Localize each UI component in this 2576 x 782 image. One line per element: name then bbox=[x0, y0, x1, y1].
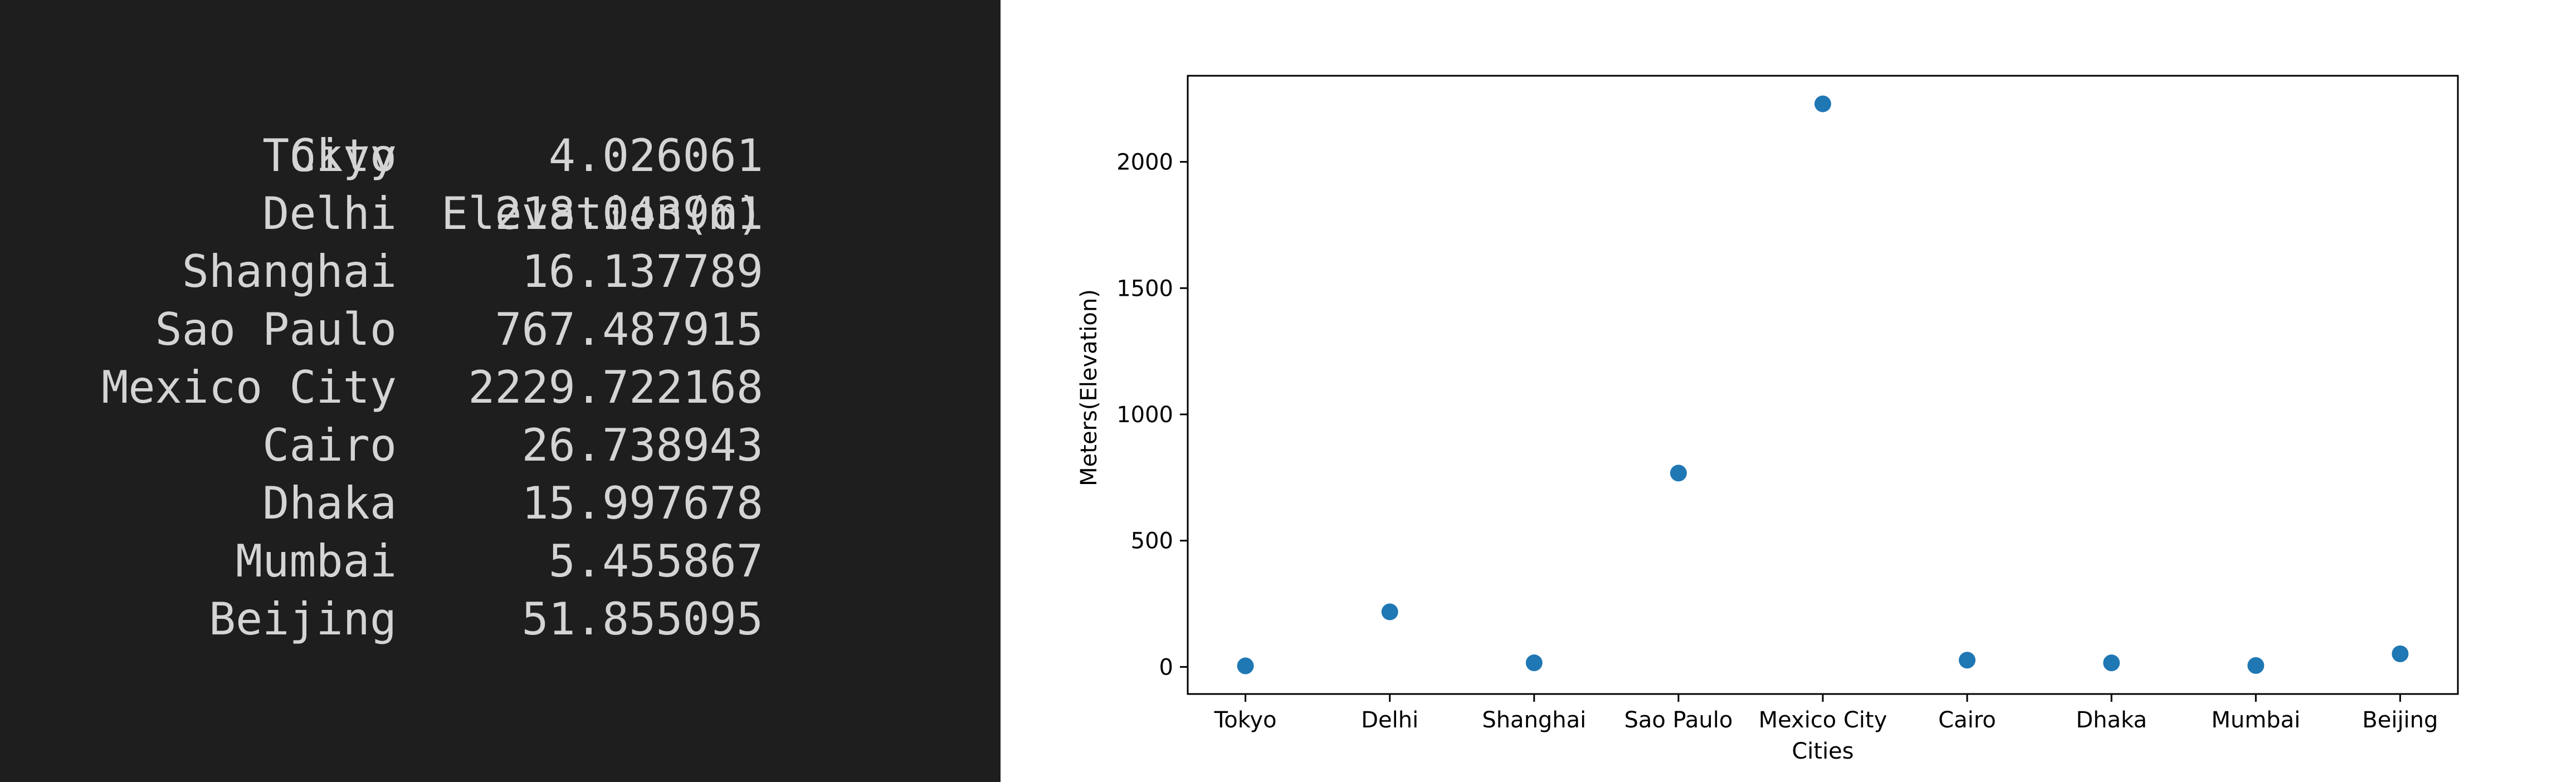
table-row: Cairo 26.738943 bbox=[0, 417, 763, 475]
header-elevation: Elevation(m) bbox=[441, 188, 763, 240]
table-cell-city: Beijing bbox=[208, 593, 397, 645]
y-axis-label: Meters(Elevation) bbox=[1076, 289, 1102, 486]
y-tick-label: 500 bbox=[1131, 529, 1173, 554]
data-point bbox=[1814, 95, 1831, 113]
y-tick-label: 1000 bbox=[1116, 402, 1173, 428]
x-tick-label: Dhaka bbox=[2076, 707, 2147, 733]
table-cell-elevation: 15.997678 bbox=[521, 477, 763, 529]
table-header-row: City Elevation(m) bbox=[0, 69, 763, 240]
table-row: Beijing 51.855095 bbox=[0, 590, 763, 648]
x-tick-label: Shanghai bbox=[1482, 707, 1586, 733]
table-cell-city: Delhi bbox=[262, 188, 397, 240]
y-tick-label: 0 bbox=[1159, 654, 1173, 680]
x-tick-label: Tokyo bbox=[1214, 707, 1277, 733]
y-axis-ticks: 0 500 1000 1500 2000 bbox=[1116, 150, 1188, 680]
table-cell-elevation: 26.738943 bbox=[521, 419, 763, 471]
table-cell-elevation: 767.487915 bbox=[495, 304, 763, 355]
table-cell-elevation: 4.026061 bbox=[548, 130, 763, 182]
terminal-output-panel: City Elevation(m) Tokyo 4.026061 Delhi 218.… bbox=[0, 0, 1001, 782]
table-row: Shanghai 16.137789 bbox=[0, 243, 763, 301]
table-cell-city: Tokyo bbox=[262, 130, 397, 182]
header-city: City bbox=[289, 130, 397, 182]
x-tick-label: Mumbai bbox=[2211, 707, 2300, 733]
table-row: Mexico City 2229.722168 bbox=[0, 359, 763, 417]
table-cell-city: Dhaka bbox=[262, 477, 397, 529]
x-tick-label: Mexico City bbox=[1759, 707, 1887, 733]
table-cell-city: Shanghai bbox=[182, 246, 397, 297]
y-tick-label: 2000 bbox=[1116, 150, 1173, 175]
table-row: Tokyo 4.026061 bbox=[0, 127, 763, 185]
table-cell-elevation: 16.137789 bbox=[521, 246, 763, 297]
table-row: Delhi 218.043961 bbox=[0, 185, 763, 243]
table-cell-city: Sao Paulo bbox=[155, 304, 397, 355]
table-cell-elevation: 51.855095 bbox=[521, 593, 763, 645]
table-cell-elevation: 5.455867 bbox=[548, 535, 763, 587]
data-point bbox=[1670, 465, 1687, 482]
data-point bbox=[1381, 603, 1398, 620]
table-row: Dhaka 15.997678 bbox=[0, 475, 763, 532]
x-tick-label: Beijing bbox=[2362, 707, 2438, 733]
data-point bbox=[2392, 645, 2409, 662]
data-point bbox=[1525, 654, 1543, 672]
data-point bbox=[1959, 652, 1976, 669]
x-tick-label: Sao Paulo bbox=[1624, 707, 1733, 733]
x-tick-label: Cairo bbox=[1938, 707, 1996, 733]
x-axis-ticks: Tokyo Delhi Shanghai Sao Paulo Mexico City Ca… bbox=[1214, 694, 2438, 733]
scatter-points bbox=[1237, 95, 2409, 675]
table-cell-elevation: 218.043961 bbox=[495, 188, 763, 240]
table-row: Sao Paulo 767.487915 bbox=[0, 301, 763, 359]
data-point bbox=[1237, 657, 1254, 675]
data-point bbox=[2247, 657, 2265, 674]
scatter-chart: 0 500 1000 1500 2000 Tokyo Delhi Shanghai Sao P… bbox=[1076, 75, 2459, 764]
table-row: Mumbai 5.455867 bbox=[0, 532, 763, 590]
x-tick-label: Delhi bbox=[1361, 707, 1418, 733]
chart-panel: 0 500 1000 1500 2000 Tokyo Delhi Shanghai Sao P… bbox=[1001, 0, 2576, 782]
table-cell-elevation: 2229.722168 bbox=[468, 361, 763, 413]
y-tick-label: 1500 bbox=[1116, 276, 1173, 301]
x-axis-label: Cities bbox=[1792, 739, 1853, 764]
plot-area-frame bbox=[1187, 75, 2459, 695]
table-cell-city: Cairo bbox=[262, 419, 397, 471]
table-cell-city: Mumbai bbox=[236, 535, 397, 587]
data-point bbox=[2103, 654, 2120, 672]
table-cell-city: Mexico City bbox=[101, 361, 397, 413]
